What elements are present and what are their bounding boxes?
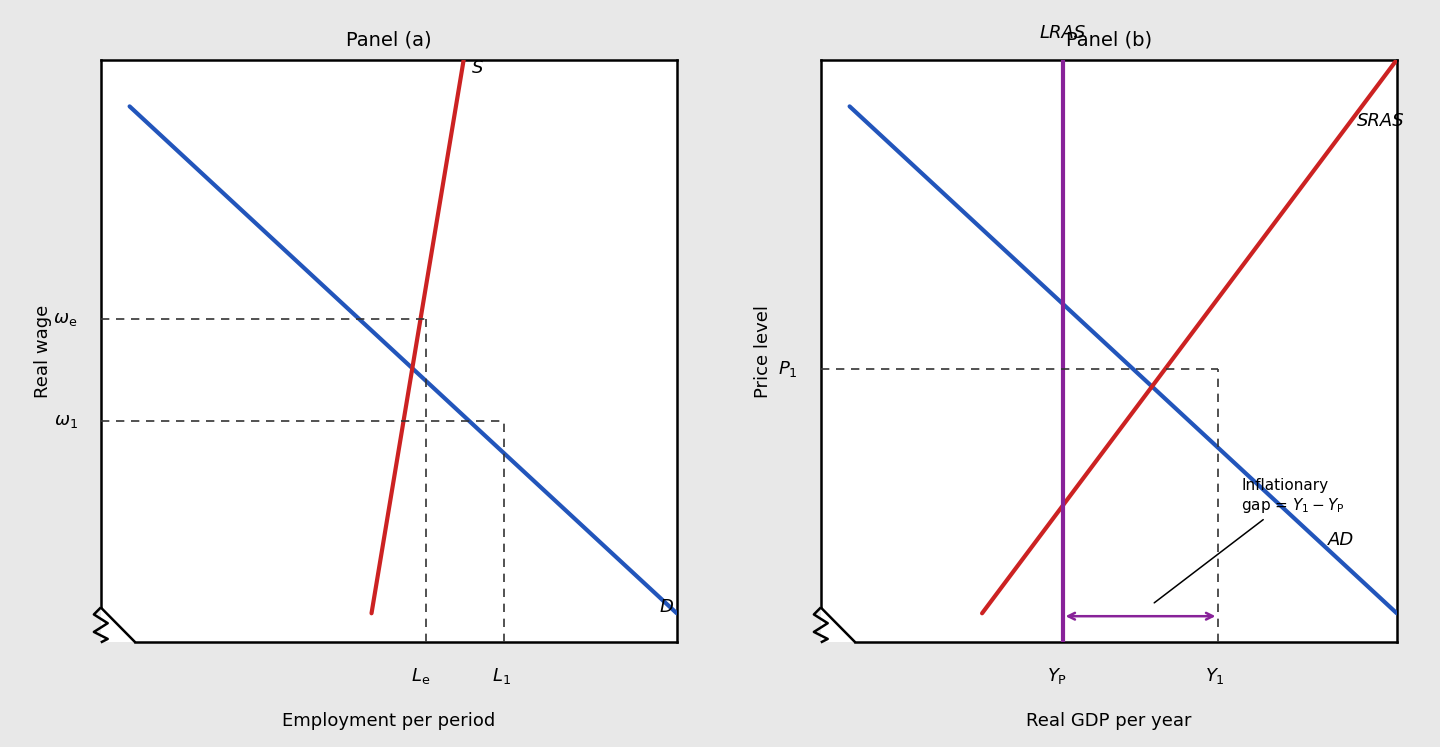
Title: Panel (b): Panel (b) <box>1066 31 1152 50</box>
Text: Price level: Price level <box>755 305 772 397</box>
Text: $L_1$: $L_1$ <box>491 666 511 686</box>
Text: $\omega_\mathrm{e}$: $\omega_\mathrm{e}$ <box>53 310 78 328</box>
Text: $L_\mathrm{e}$: $L_\mathrm{e}$ <box>410 666 431 686</box>
Text: Inflationary
gap = $Y_1 - Y_\mathrm{P}$: Inflationary gap = $Y_1 - Y_\mathrm{P}$ <box>1155 478 1345 603</box>
Text: SRAS: SRAS <box>1356 112 1404 130</box>
Text: $\omega_1$: $\omega_1$ <box>53 412 78 430</box>
Text: $Y_\mathrm{P}$: $Y_\mathrm{P}$ <box>1047 666 1067 686</box>
Text: Real GDP per year: Real GDP per year <box>1027 713 1191 731</box>
Text: AD: AD <box>1328 531 1354 550</box>
Text: D: D <box>660 598 674 616</box>
Text: S: S <box>472 59 484 77</box>
Text: $Y_1$: $Y_1$ <box>1205 666 1225 686</box>
Text: LRAS: LRAS <box>1040 25 1086 43</box>
Text: Employment per period: Employment per period <box>282 713 495 731</box>
Text: Real wage: Real wage <box>35 305 52 397</box>
Title: Panel (a): Panel (a) <box>346 31 432 50</box>
Text: $P_1$: $P_1$ <box>778 359 798 379</box>
